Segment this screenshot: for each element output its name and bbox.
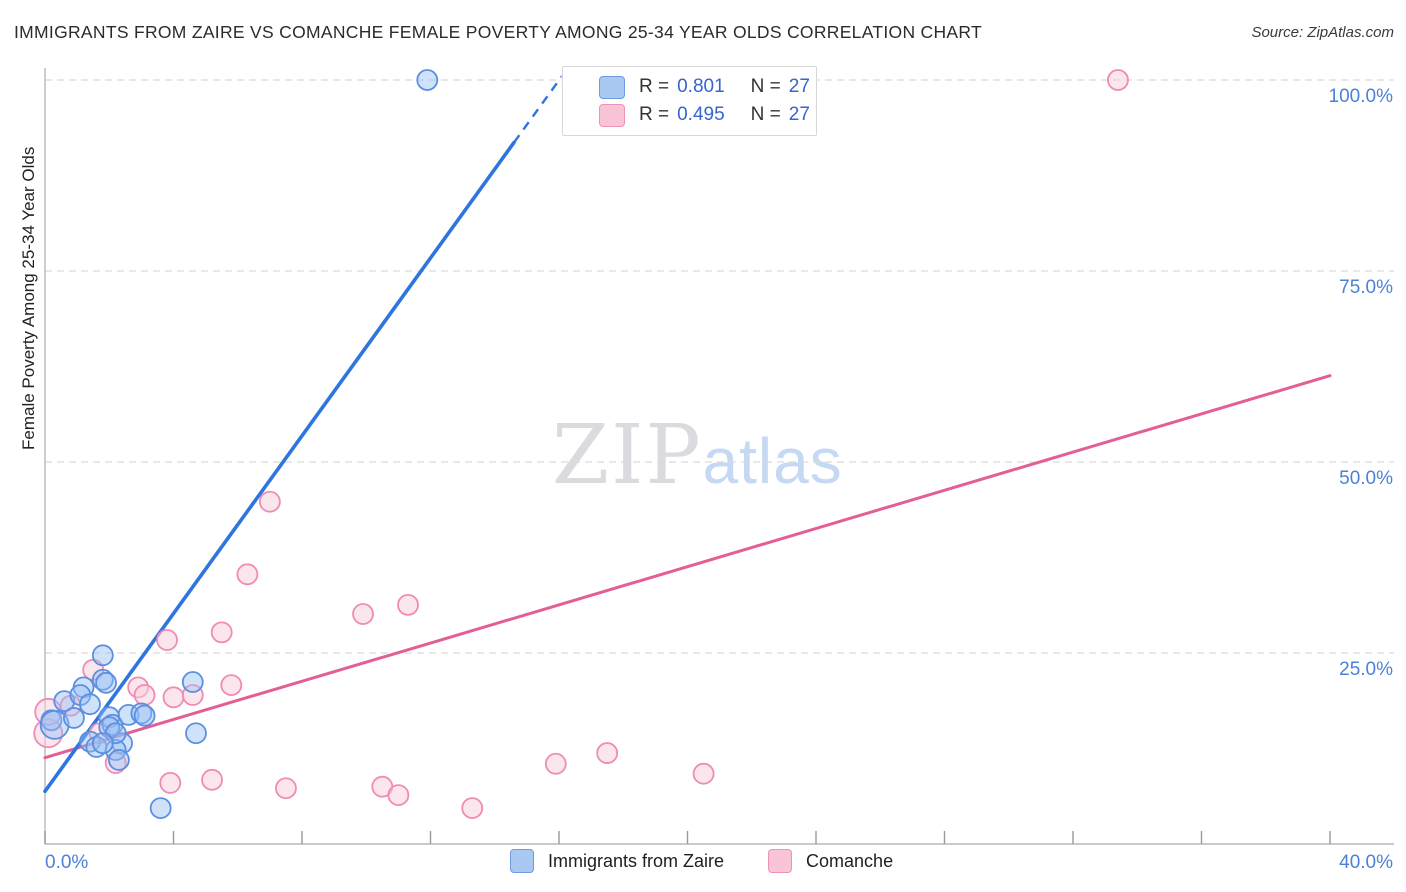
scatter-point-zaire[interactable]	[63, 707, 85, 729]
scatter-point-comanche[interactable]	[596, 742, 619, 764]
scatter-point-zaire[interactable]	[39, 709, 70, 740]
scatter-point-zaire[interactable]	[91, 644, 114, 667]
scatter-point-comanche[interactable]	[133, 684, 156, 706]
source-attribution[interactable]: Source: ZipAtlas.com	[1251, 24, 1394, 41]
zaire-trend-line	[43, 140, 516, 794]
scatter-point-zaire[interactable]	[416, 69, 439, 91]
scatter-point-zaire[interactable]	[95, 671, 117, 694]
scatter-point-comanche[interactable]	[220, 674, 243, 696]
scatter-point-zaire[interactable]	[98, 716, 121, 739]
y-tick-75: 75.0%	[1339, 277, 1393, 298]
watermark-atlas-text: atlas	[702, 425, 843, 497]
scatter-point-comanche[interactable]	[397, 593, 419, 616]
y-tick-25: 25.0%	[1339, 659, 1393, 680]
scatter-point-comanche[interactable]	[275, 777, 297, 800]
scatter-point-comanche[interactable]	[352, 603, 374, 625]
scatter-point-comanche[interactable]	[156, 629, 178, 651]
scatter-point-zaire[interactable]	[79, 693, 101, 716]
scatter-point-comanche[interactable]	[162, 686, 185, 709]
series-legend: Immigrants from Zaire Comanche	[510, 849, 893, 873]
r-label: R =	[639, 104, 670, 125]
n-value-zaire: 27	[788, 76, 810, 97]
n-label: N =	[750, 104, 781, 125]
y-tick-50: 50.0%	[1339, 468, 1393, 489]
zaire-legend-label: Immigrants from Zaire	[548, 850, 725, 871]
scatter-point-comanche[interactable]	[1107, 69, 1129, 91]
watermark-zip-text: ZIP	[552, 408, 703, 503]
comanche-swatch-icon	[599, 103, 625, 127]
scatter-point-comanche[interactable]	[236, 563, 259, 586]
scatter-point-comanche[interactable]	[201, 768, 223, 791]
scatter-point-zaire[interactable]	[130, 702, 153, 725]
correlation-stats-box: R = 0.801 N = 27 R = 0.495 N = 27	[562, 66, 817, 136]
scatter-point-zaire[interactable]	[185, 722, 207, 745]
comanche-legend-swatch-icon	[768, 849, 793, 873]
x-tick-max: 40.0%	[1339, 852, 1393, 873]
scatter-point-zaire[interactable]	[149, 797, 172, 819]
zaire-legend-swatch-icon	[510, 849, 534, 873]
scatter-point-comanche[interactable]	[210, 621, 233, 644]
x-tick-min: 0.0%	[45, 852, 89, 873]
scatter-point-zaire[interactable]	[53, 690, 76, 713]
scatter-point-comanche[interactable]	[461, 797, 484, 819]
n-value-comanche: 27	[788, 104, 810, 125]
scatter-point-comanche[interactable]	[692, 762, 715, 785]
r-value-zaire: 0.801	[677, 76, 725, 97]
zaire-swatch-icon	[599, 75, 625, 99]
y-tick-100: 100.0%	[1328, 86, 1393, 107]
comanche-trend-line	[43, 374, 1332, 760]
stats-row-zaire: R = 0.801 N = 27	[563, 75, 816, 99]
r-label: R =	[639, 76, 670, 97]
zipatlas-watermark: ZIPatlas	[552, 408, 843, 503]
stats-row-comanche: R = 0.495 N = 27	[563, 103, 816, 127]
scatter-point-comanche[interactable]	[258, 490, 281, 513]
r-value-comanche: 0.495	[677, 104, 725, 125]
scatter-point-zaire[interactable]	[181, 671, 204, 693]
scatter-point-comanche[interactable]	[159, 771, 182, 794]
n-label: N =	[750, 76, 781, 97]
scatter-point-zaire[interactable]	[133, 704, 156, 727]
comanche-legend-label: Comanche	[806, 850, 894, 871]
scatter-point-zaire[interactable]	[107, 749, 130, 771]
scatter-point-zaire[interactable]	[91, 668, 114, 691]
scatter-point-zaire[interactable]	[91, 732, 114, 755]
page-title: IMMIGRANTS FROM ZAIRE VS COMANCHE FEMALE…	[14, 22, 983, 42]
scatter-point-comanche[interactable]	[387, 784, 410, 807]
scatter-point-comanche[interactable]	[544, 752, 567, 775]
